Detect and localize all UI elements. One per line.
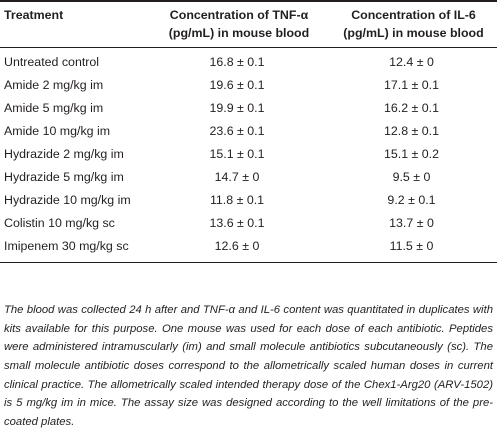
treatment-cell: Hydrazide 5 mg/kg im (4, 170, 124, 184)
table-row: Hydrazide 5 mg/kg im 14.7 ± 0 9.5 ± 0 (0, 166, 497, 189)
table-row: Imipenem 30 mg/kg sc 12.6 ± 0 11.5 ± 0 (0, 235, 497, 263)
header-tnf-alpha: Concentration of TNF-α (pg/mL) in mouse … (148, 0, 326, 48)
treatment-cell: Amide 10 mg/kg im (4, 124, 111, 138)
tnf-value-cell: 23.6 ± 0.1 (209, 124, 265, 138)
treatment-cell: Amide 2 mg/kg im (4, 78, 104, 92)
treatment-cell: Colistin 10 mg/kg sc (4, 216, 115, 230)
tnf-value-cell: 12.6 ± 0 (148, 235, 326, 263)
treatment-cell: Hydrazide 10 mg/kg im (4, 193, 131, 207)
il6-value-cell: 12.8 ± 0.1 (383, 124, 440, 138)
il6-value-cell: 9.2 ± 0.1 (387, 193, 436, 207)
treatment-cell: Imipenem 30 mg/kg sc (0, 235, 148, 263)
il6-value-cell: 16.2 ± 0.1 (383, 101, 440, 115)
header-row: Treatment Concentration of TNF-α (pg/mL)… (0, 0, 497, 48)
table-row: Amide 2 mg/kg im 19.6 ± 0.1 17.1 ± 0.1 (0, 74, 497, 97)
data-table: Treatment Concentration of TNF-α (pg/mL)… (0, 0, 497, 263)
tnf-value-cell: 16.8 ± 0.1 (209, 55, 265, 69)
table-row: Amide 10 mg/kg im 23.6 ± 0.1 12.8 ± 0.1 (0, 120, 497, 143)
header-treatment: Treatment (0, 0, 148, 48)
il6-value-cell: 15.1 ± 0.2 (383, 147, 440, 161)
treatment-cell: Hydrazide 2 mg/kg im (4, 147, 124, 161)
tnf-value-cell: 15.1 ± 0.1 (209, 147, 265, 161)
table-row: Amide 5 mg/kg im 19.9 ± 0.1 16.2 ± 0.1 (0, 97, 497, 120)
table-row: Hydrazide 2 mg/kg im 15.1 ± 0.1 15.1 ± 0… (0, 143, 497, 166)
il6-value-cell: 12.4 ± 0 (389, 55, 434, 69)
header-il-6: Concentration of IL-6 (pg/mL) in mouse b… (326, 0, 497, 48)
tnf-value-cell: 19.6 ± 0.1 (209, 78, 265, 92)
treatment-cell: Amide 5 mg/kg im (4, 101, 104, 115)
il6-value-cell: 17.1 ± 0.1 (383, 78, 440, 92)
il6-value-cell: 11.5 ± 0 (326, 235, 497, 263)
il6-value-cell: 13.7 ± 0 (389, 216, 434, 230)
il6-value-cell: 9.5 ± 0 (392, 170, 431, 184)
table-row: Hydrazide 10 mg/kg im 11.8 ± 0.1 9.2 ± 0… (0, 189, 497, 212)
tnf-value-cell: 14.7 ± 0 (214, 170, 260, 184)
tnf-value-cell: 11.8 ± 0.1 (209, 193, 265, 207)
table-row: Untreated control 16.8 ± 0.1 12.4 ± 0 (0, 48, 497, 75)
tnf-value-cell: 13.6 ± 0.1 (209, 216, 265, 230)
tnf-value-cell: 19.9 ± 0.1 (209, 101, 265, 115)
table-footnote: The blood was collected 24 h after and T… (4, 304, 493, 428)
treatment-cell: Untreated control (4, 55, 100, 69)
table-row: Colistin 10 mg/kg sc 13.6 ± 0.1 13.7 ± 0 (0, 212, 497, 235)
